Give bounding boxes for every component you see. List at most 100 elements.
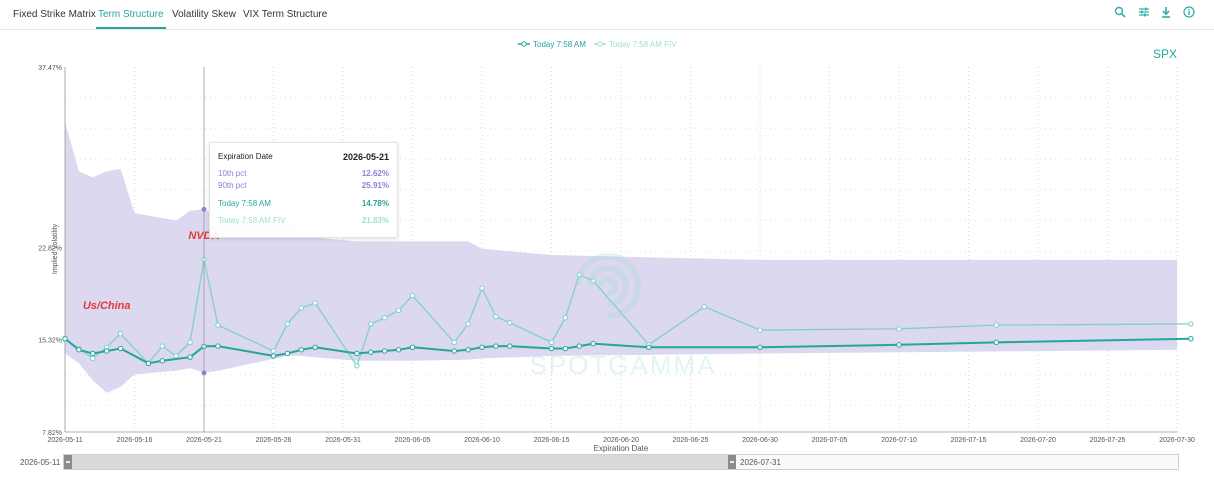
point-today	[215, 343, 221, 349]
point-today	[493, 343, 499, 349]
x-tick-label: 2026-07-10	[881, 437, 917, 444]
tooltip-label: Today 7:58 AM	[218, 199, 271, 208]
settings-sliders-icon[interactable]	[1137, 6, 1151, 20]
tooltip-value: 12.62%	[361, 169, 389, 178]
tab-volatility-skew[interactable]: Volatility Skew	[172, 9, 236, 20]
point-today	[145, 360, 152, 367]
x-tick-label: 2026-06-15	[534, 437, 570, 444]
point-fiv	[1188, 321, 1194, 327]
point-fiv	[465, 321, 471, 327]
legend-item-fiv[interactable]: Today 7:58 AM FIV	[594, 40, 677, 49]
band-marker	[201, 206, 207, 212]
point-fiv	[215, 322, 221, 328]
point-fiv	[493, 313, 499, 320]
point-today	[479, 344, 485, 351]
axes: 2026-05-11 2026-05-16 2026-05-21 2026-05-26…	[38, 65, 1195, 444]
point-fiv	[590, 278, 596, 284]
point-today	[1188, 335, 1194, 342]
tooltip-value: 14.78%	[361, 199, 389, 208]
point-fiv	[173, 353, 179, 359]
tooltip-row-today: Today 7:58 AM 14.78%	[218, 199, 389, 210]
x-tick-label: 2026-07-25	[1090, 437, 1126, 444]
point-fiv	[548, 339, 555, 346]
point-fiv	[270, 348, 277, 354]
point-today	[993, 339, 999, 346]
point-today	[562, 345, 569, 352]
range-end-label: 2026-07-31	[740, 458, 781, 467]
point-fiv	[576, 271, 582, 278]
crosshair-markers	[201, 67, 207, 432]
point-today	[312, 344, 318, 351]
point-today	[187, 354, 193, 360]
tooltip-header-label: Expiration Date	[218, 152, 273, 161]
y-tick-label: 15.32%	[38, 338, 62, 345]
point-fiv	[395, 307, 402, 314]
watermark-text: SPOTGAMMA	[529, 350, 716, 380]
x-tick-label: 2026-05-21	[186, 437, 222, 444]
tooltip-value: 25.91%	[361, 181, 389, 190]
point-today	[548, 345, 555, 352]
point-fiv	[90, 355, 96, 362]
point-today	[354, 350, 360, 357]
tooltip-row-10th: 10th pct 12.62%	[218, 169, 389, 180]
point-today	[270, 353, 277, 359]
point-fiv	[896, 326, 902, 332]
x-tick-label: 2026-05-26	[256, 437, 292, 444]
series	[62, 256, 1194, 369]
range-handle-right[interactable]	[728, 455, 736, 469]
percentile-band-area	[65, 122, 1177, 393]
point-fiv	[284, 321, 291, 327]
point-today	[382, 348, 388, 354]
search-icon[interactable]	[1113, 6, 1127, 20]
tooltip-header: Expiration Date 2026-05-21	[218, 152, 389, 163]
download-icon[interactable]	[1159, 6, 1173, 20]
info-icon[interactable]	[1182, 6, 1196, 20]
range-handle-left[interactable]	[64, 455, 72, 469]
point-fiv	[451, 339, 457, 346]
point-fiv	[701, 303, 708, 310]
point-today	[117, 345, 124, 352]
y-tick-label: 37.47%	[38, 65, 62, 72]
range-start-label: 2026-05-11	[20, 458, 61, 467]
point-today	[76, 347, 82, 353]
point-today	[896, 342, 902, 348]
point-today	[104, 348, 110, 354]
ticker-label: SPX	[1153, 47, 1177, 61]
x-tick-label: 2026-07-05	[812, 437, 848, 444]
x-tick-label: 2026-06-20	[603, 437, 639, 444]
point-today	[590, 340, 596, 347]
spotgamma-watermark: SPOTGAMMA	[518, 234, 728, 384]
point-fiv	[187, 339, 193, 346]
point-fiv	[993, 322, 999, 328]
tooltip-label: Today 7:58 AM FIV	[218, 216, 286, 225]
point-fiv	[479, 285, 485, 291]
point-today	[284, 350, 291, 357]
x-tick-label: 2026-07-30	[1159, 437, 1195, 444]
tab-fixed-strike-matrix[interactable]: Fixed Strike Matrix	[13, 9, 96, 20]
y-tick-label: 7.82%	[42, 430, 62, 437]
tooltip-label: 90th pct	[218, 181, 247, 190]
tab-term-structure[interactable]: Term Structure	[98, 9, 164, 20]
point-today	[395, 347, 402, 353]
legend-item-today[interactable]: Today 7:58 AM	[518, 40, 586, 49]
x-tick-label: 2026-05-31	[325, 437, 361, 444]
x-axis-title: Expiration Date	[594, 444, 649, 453]
chart-tooltip: Expiration Date 2026-05-21 10th pct 12.6…	[209, 142, 398, 238]
term-structure-chart: 2026-05-11 2026-05-16 2026-05-21 2026-05-26…	[0, 30, 1214, 497]
point-today	[368, 349, 374, 355]
tooltip-label: 10th pct	[218, 169, 247, 178]
point-today	[757, 344, 763, 351]
tab-vix-term-structure[interactable]: VIX Term Structure	[243, 9, 328, 20]
legend-label-fiv: Today 7:58 AM FIV	[609, 40, 677, 49]
x-tick-label: 2026-06-05	[395, 437, 431, 444]
tooltip-row-fiv: Today 7:58 AM FIV 21.83%	[218, 216, 389, 227]
x-tick-label: 2026-06-30	[742, 437, 778, 444]
tooltip-value: 21.83%	[361, 216, 389, 225]
tooltip-row-90th: 90th pct 25.91%	[218, 181, 389, 192]
point-fiv	[409, 292, 416, 299]
range-selector-window[interactable]	[71, 455, 730, 469]
point-today	[62, 335, 68, 342]
point-fiv	[757, 327, 763, 333]
point-today	[90, 350, 96, 357]
point-fiv	[298, 305, 304, 311]
